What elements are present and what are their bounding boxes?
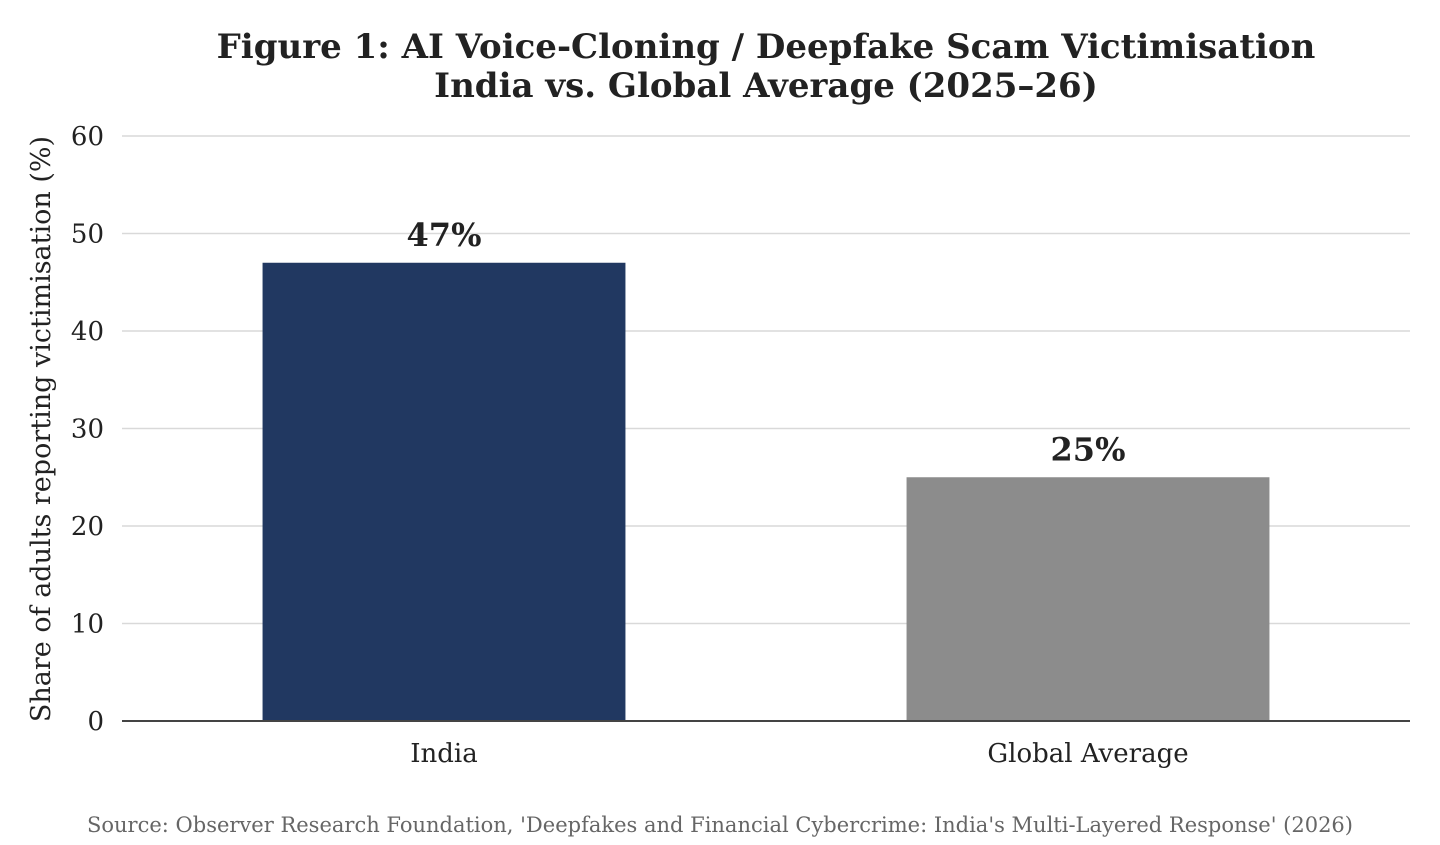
bar-india bbox=[262, 262, 626, 721]
y-tick-label: 50 bbox=[71, 220, 104, 250]
x-axis-ticks: India Global Average bbox=[410, 739, 1188, 769]
y-tick-label: 0 bbox=[87, 707, 104, 737]
x-tick-label: India bbox=[410, 739, 477, 769]
source-note: Source: Observer Research Foundation, 'D… bbox=[87, 813, 1353, 837]
bar-global-average bbox=[906, 477, 1270, 721]
x-tick-label: Global Average bbox=[987, 739, 1188, 769]
y-tick-label: 20 bbox=[71, 512, 104, 542]
y-axis-title: Share of adults reporting victimisation … bbox=[26, 136, 57, 722]
y-axis-ticks: 0 10 20 30 40 50 60 bbox=[71, 122, 104, 737]
y-tick-label: 30 bbox=[71, 415, 104, 445]
chart-title-line-1: Figure 1: AI Voice-Cloning / Deepfake Sc… bbox=[217, 27, 1316, 67]
y-tick-label: 60 bbox=[71, 122, 104, 152]
bars bbox=[262, 262, 1270, 721]
chart-title-line-2: India vs. Global Average (2025–26) bbox=[434, 66, 1098, 106]
bar-value-label: 47% bbox=[407, 216, 482, 254]
bar-value-label: 25% bbox=[1051, 430, 1126, 468]
data-labels: 47% 25% bbox=[407, 216, 1126, 469]
y-tick-label: 40 bbox=[71, 317, 104, 347]
y-tick-label: 10 bbox=[71, 610, 104, 640]
